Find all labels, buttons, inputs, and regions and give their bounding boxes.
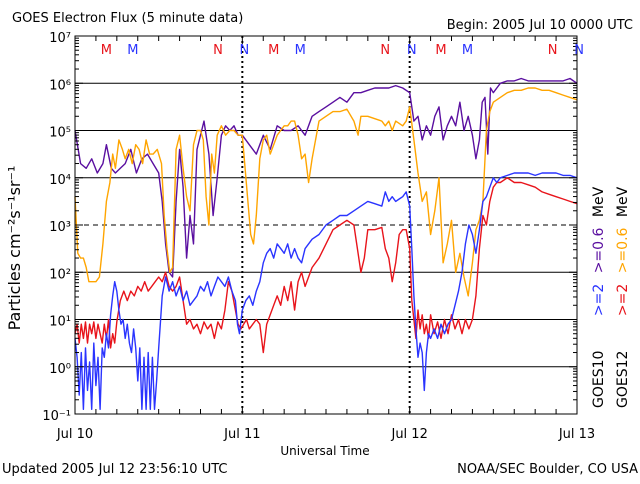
y-tick-label: 10⁻¹ <box>42 409 71 424</box>
y-tick-label: 10⁵ <box>49 126 71 141</box>
x-tick-label: Jul 12 <box>390 427 427 442</box>
position-marker: M <box>435 43 446 58</box>
position-marker: N <box>213 43 223 58</box>
y-tick-labels: 10⁻¹ 10⁰ 10¹ 10² 10³ 10⁴ 10⁵ 10⁶ 10⁷ <box>42 31 71 424</box>
x-tick-label: Jul 11 <box>223 427 260 442</box>
series-line <box>74 172 578 410</box>
legend-goes10-ge2: >=2 <box>591 284 607 316</box>
series-line <box>74 77 578 278</box>
position-marker: N <box>407 43 417 58</box>
y-tick-label: 10⁷ <box>49 31 71 46</box>
legend-goes10: GOES10 >=2 >=0.6 MeV <box>591 186 607 408</box>
day-separator-lines <box>241 36 411 414</box>
legend-goes10-label: GOES10 <box>591 351 607 408</box>
axis-ticks <box>74 35 578 415</box>
legend-goes10-ge06: >=0.6 <box>591 227 607 273</box>
series-line <box>74 177 578 354</box>
y-tick-label: 10³ <box>49 220 71 235</box>
legend-goes12-unit: MeV <box>615 186 631 217</box>
position-marker: N <box>380 43 390 58</box>
legend-goes12-ge2: >=2 <box>615 284 631 316</box>
x-tick-label: Jul 10 <box>56 427 93 442</box>
legend-goes12-ge06: >=0.6 <box>615 227 631 273</box>
y-tick-label: 10⁰ <box>49 362 71 377</box>
y-axis-label: Particles cm⁻²s⁻¹sr⁻¹ <box>5 166 24 331</box>
chart-title: GOES Electron Flux (5 minute data) <box>12 11 243 26</box>
legend: GOES10 >=2 >=0.6 MeV GOES12 >=2 >=0.6 Me… <box>591 186 631 408</box>
updated-time: Updated 2005 Jul 12 23:56:10 UTC <box>2 462 227 477</box>
position-marker: M <box>127 43 138 58</box>
x-tick-labels: Jul 10 Jul 11 Jul 12 Jul 13 <box>56 427 595 442</box>
position-marker: N <box>240 43 250 58</box>
x-axis-label: Universal Time <box>280 444 369 458</box>
position-marker: M <box>268 43 279 58</box>
position-marker: M <box>295 43 306 58</box>
credit: NOAA/SEC Boulder, CO USA <box>457 462 638 477</box>
position-marker: N <box>574 43 584 58</box>
y-tick-label: 10² <box>49 267 71 282</box>
begin-time: Begin: 2005 Jul 10 0000 UTC <box>447 18 633 33</box>
x-tick-label: Jul 13 <box>558 427 595 442</box>
y-tick-label: 10⁶ <box>49 78 71 93</box>
legend-goes10-unit: MeV <box>591 186 607 217</box>
y-tick-label: 10¹ <box>49 315 71 330</box>
position-marker: M <box>101 43 112 58</box>
y-tick-label: 10⁴ <box>49 173 71 188</box>
y-axis-label-text: Particles cm⁻²s⁻¹sr⁻¹ <box>5 166 24 331</box>
position-marker: M <box>462 43 473 58</box>
legend-goes12: GOES12 >=2 >=0.6 MeV <box>615 186 631 408</box>
series-line <box>74 87 578 297</box>
position-marker: N <box>548 43 558 58</box>
series-group <box>74 77 578 410</box>
legend-goes12-label: GOES12 <box>615 351 631 408</box>
